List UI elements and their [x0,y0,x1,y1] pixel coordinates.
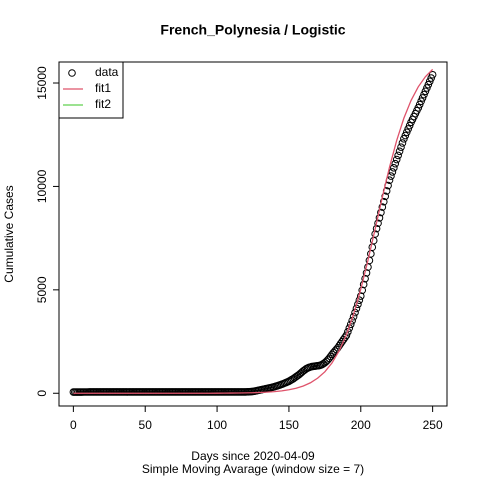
data-point [355,296,364,304]
legend-label: fit1 [95,81,111,95]
data-point [378,203,387,211]
data-point [392,155,401,164]
legend-symbol [68,69,76,77]
y-tick-label: 15000 [35,66,49,100]
y-tick-label: 0 [35,390,49,397]
data-point [375,214,384,222]
data-point [387,172,395,180]
y-tick-label: 10000 [35,169,49,203]
data-point [428,70,437,79]
fit-line [73,68,434,394]
x-tick-label: 250 [423,418,443,432]
data-point [390,164,398,172]
data-point [391,159,400,168]
data-point [398,139,407,147]
data-point [377,208,385,217]
x-tick-label: 200 [351,418,371,432]
y-axis-label: Cumulative Cases [2,185,16,282]
x-tick-label: 150 [279,418,299,432]
data-point [388,168,397,176]
data-point [356,292,365,300]
plot-frame [58,61,448,407]
chart-title: French_Polynesia / Logistic [160,22,345,38]
legend-label: fit2 [95,97,111,111]
x-axis-subtitle: Simple Moving Avarage (window size = 7) [142,462,364,476]
data-point [362,269,371,277]
data-point [359,280,368,289]
data-point [342,331,351,340]
data-point [394,151,402,160]
data-point [374,219,382,228]
data-point [379,197,388,206]
data-point [397,143,405,151]
y-tick-label: 5000 [35,276,49,303]
data-point [361,274,369,283]
x-tick-label: 100 [207,418,227,432]
legend-label: data [95,65,119,79]
data-point [358,286,367,295]
data-point [395,147,404,156]
x-tick-label: 0 [70,418,77,432]
x-tick-label: 50 [139,418,153,432]
legend-box [58,61,124,119]
data-point [344,328,352,336]
x-axis-label: Days since 2020-04-09 [191,449,315,463]
